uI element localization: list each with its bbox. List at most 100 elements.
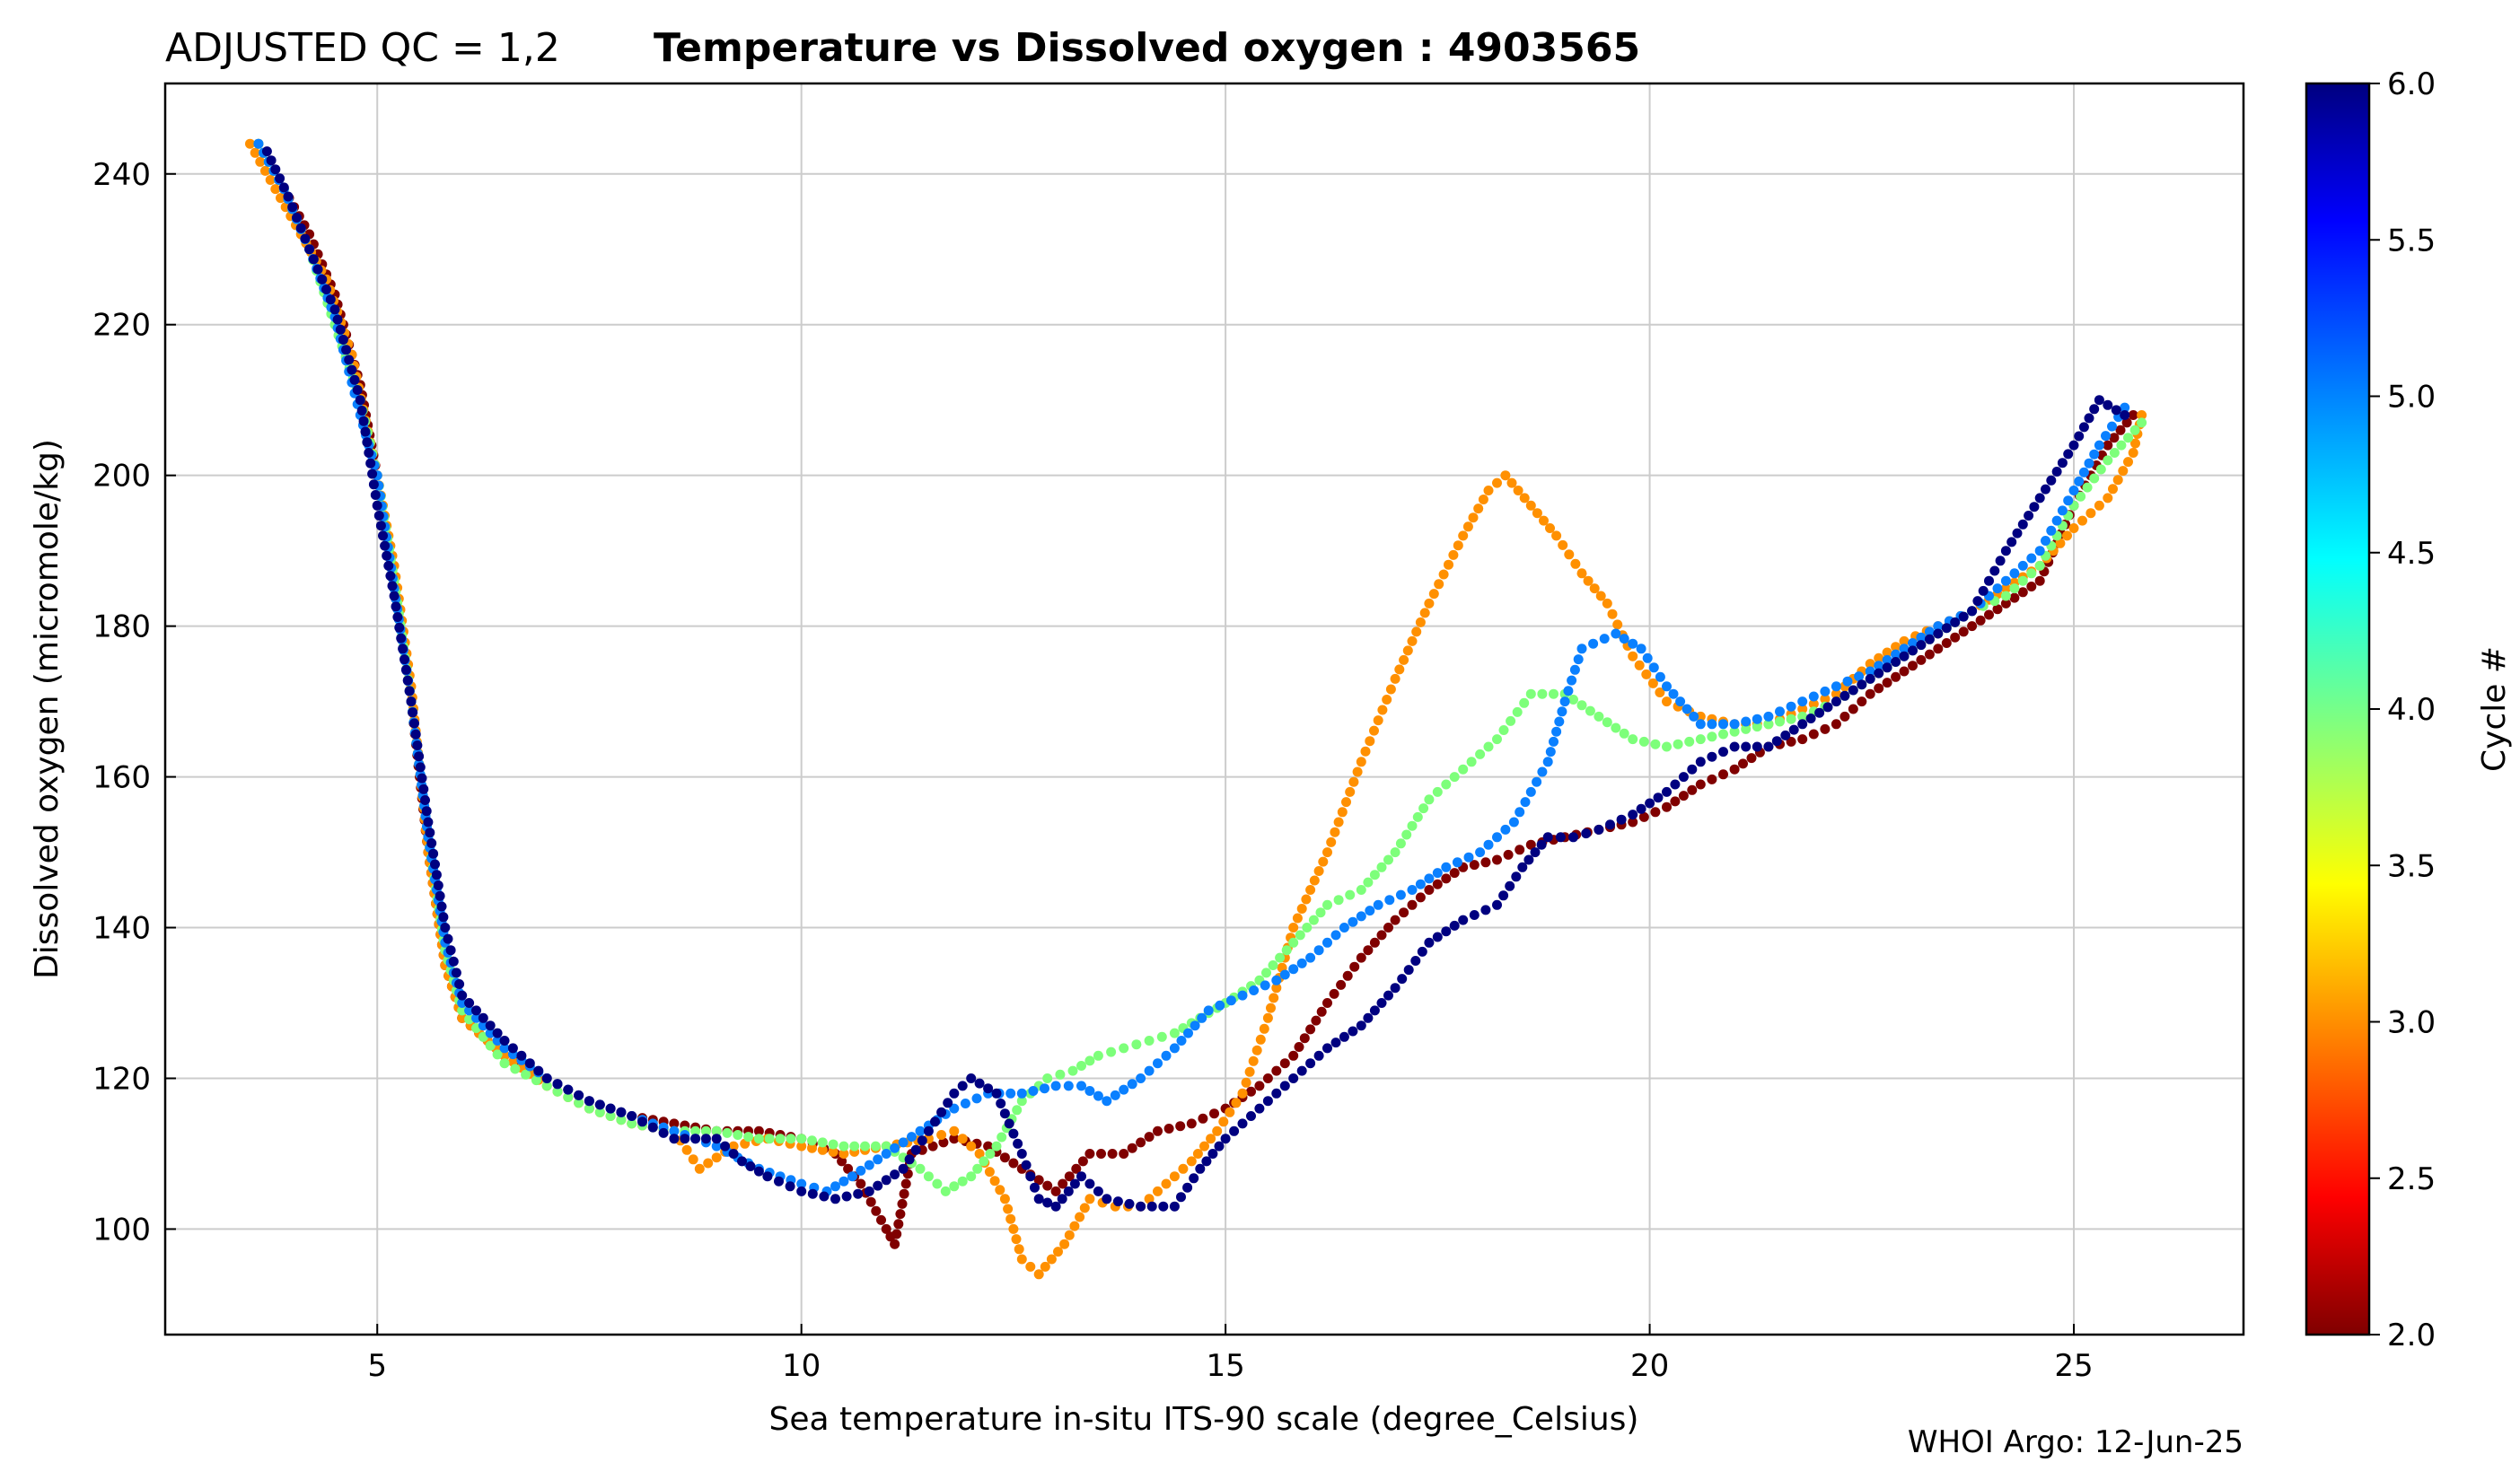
data-point [1992,583,2003,594]
data-point [1741,716,1752,727]
data-point [900,1178,911,1189]
data-point [1063,1081,1074,1091]
data-point [1012,1105,1023,1116]
data-point [915,1125,926,1136]
data-point [2089,449,2100,460]
colorbar-tick-label: 3.5 [2387,848,2436,884]
data-point [1424,794,1435,805]
data-point [485,1028,496,1038]
data-point [1136,1137,1146,1148]
data-point [1718,747,1728,758]
data-point [1028,1086,1039,1096]
data-point [1030,1182,1040,1193]
data-point [2123,433,2133,443]
x-tick-label: 25 [2054,1348,2093,1384]
data-point [2034,560,2045,571]
data-point [1341,797,1351,808]
data-point [412,740,423,750]
data-point [711,1141,722,1152]
data-point [398,644,408,654]
data-point [2062,530,2072,541]
data-point [853,1188,864,1199]
data-point [1299,1033,1310,1044]
data-point [1678,791,1689,801]
data-point [594,1107,605,1117]
data-point [1916,632,1927,643]
data-point [839,1141,849,1152]
data-point [1670,779,1681,790]
data-point [1492,734,1502,745]
data-point [1014,1244,1024,1255]
data-point [1288,1073,1299,1083]
data-point [1831,696,1841,707]
data-point [1084,1086,1095,1096]
data-point [890,1143,900,1153]
data-point [1616,814,1627,825]
data-point [1144,1036,1155,1046]
data-point [1602,717,1612,728]
data-point [762,1171,773,1182]
data-point [1053,1247,1063,1257]
data-point [985,1149,996,1159]
data-point [807,1188,818,1199]
data-point [1016,1088,1027,1099]
data-point [895,1209,906,1220]
data-point [1169,1043,1180,1054]
colorbar-ticks: 2.0 2.5 3.0 3.5 4.0 4.5 5.0 5.5 6.0 [2369,66,2436,1353]
data-point [1840,690,1850,701]
data-point [1262,1012,1273,1023]
y-tick-label: 160 [92,760,151,796]
data-point [1570,558,1581,569]
data-point [1322,937,1332,948]
data-point [1480,857,1491,868]
data-point [2101,431,2111,442]
data-point [300,233,311,244]
data-point [400,654,409,665]
data-point [1492,832,1502,843]
data-point [409,718,419,729]
data-point [627,1111,637,1121]
data-point [436,901,447,912]
data-point [1718,769,1728,780]
data-point [930,1117,940,1127]
data-point [1428,589,1439,600]
data-point [245,138,255,149]
data-point [943,1098,953,1108]
data-point [1557,706,1567,717]
data-point [1650,807,1661,818]
data-point [1313,1050,1324,1061]
data-point [2094,500,2104,511]
data-point [1212,1125,1223,1136]
data-point [2084,458,2094,469]
plot-area-frame [163,82,2245,1336]
data-point [1463,852,1474,863]
data-point [605,1111,616,1121]
data-point [510,1064,521,1074]
y-axis-ticks: 100 120 140 160 180 200 220 240 [92,157,176,1248]
data-point [1040,1261,1050,1272]
data-point [1641,669,1652,679]
data-point [996,1099,1006,1108]
data-point [1820,686,1831,696]
data-point [471,1012,481,1023]
data-point [253,138,264,149]
data-point [1136,1201,1146,1212]
data-point [1203,1005,1214,1016]
data-point [1119,1043,1129,1054]
data-point [936,1107,947,1117]
data-point [1662,681,1672,692]
data-point [1619,728,1629,739]
data-point [1169,1028,1180,1038]
data-point [312,264,323,275]
data-point [2063,449,2074,460]
data-point [1390,847,1400,858]
data-point [1599,634,1610,644]
data-point [1786,736,1796,747]
data-point [1220,1134,1231,1144]
data-point [400,664,411,675]
data-point [1424,873,1435,884]
data-point [2089,473,2100,484]
data-point [415,762,426,773]
data-point [737,1156,747,1167]
data-point [1305,1024,1316,1035]
